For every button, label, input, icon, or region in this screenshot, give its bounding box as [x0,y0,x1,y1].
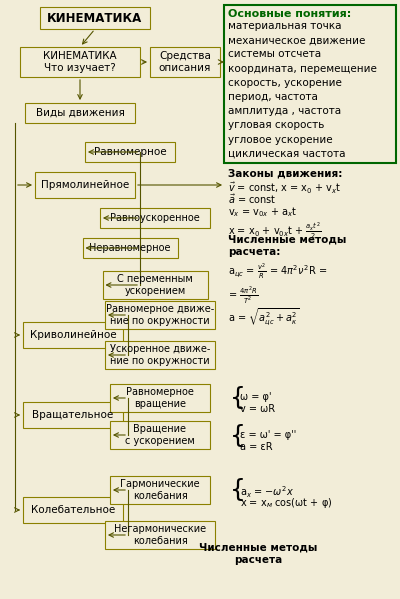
Text: скорость, ускорение: скорость, ускорение [228,78,342,88]
Text: Средства
описания: Средства описания [159,51,211,73]
Text: Ускоренное движе-
ние по окружности: Ускоренное движе- ние по окружности [110,344,210,366]
Text: расчета:: расчета: [228,247,280,257]
Text: КИНЕМАТИКА
Что изучает?: КИНЕМАТИКА Что изучает? [43,51,117,73]
Text: Неравномерное: Неравномерное [89,243,171,253]
Text: Численные методы
расчета: Численные методы расчета [199,543,317,565]
Text: Численные методы: Численные методы [228,235,346,245]
Text: циклическая частота: циклическая частота [228,149,346,159]
Text: Равноускоренное: Равноускоренное [110,213,200,223]
Bar [224,5,396,163]
Text: Вращательное: Вращательное [32,410,114,420]
Text: КИНЕМАТИКА: КИНЕМАТИКА [47,11,143,25]
Bar [105,341,215,369]
Text: v = ωR: v = ωR [240,404,275,414]
Text: Виды движения: Виды движения [36,108,124,118]
Bar [23,322,123,348]
Text: = $\frac{4\pi^2 R}{T^2}$: = $\frac{4\pi^2 R}{T^2}$ [228,285,258,306]
Text: $\vec{a}$ = const: $\vec{a}$ = const [228,193,276,207]
Bar [105,301,215,329]
Text: Равномерное
вращение: Равномерное вращение [126,387,194,409]
Bar [110,384,210,412]
Text: Гармонические
колебания: Гармонические колебания [120,479,200,501]
Text: a$_{цс}$ = $\frac{v^2}{R}$ = 4$\pi^2\nu^2$R =: a$_{цс}$ = $\frac{v^2}{R}$ = 4$\pi^2\nu^… [228,261,327,281]
Text: Основные понятия:: Основные понятия: [228,9,351,19]
Bar [40,7,150,29]
Text: {: { [230,478,246,502]
Text: угловое ускорение: угловое ускорение [228,135,333,144]
Text: Равномерное: Равномерное [94,147,166,157]
Bar [20,47,140,77]
Text: Вращение
с ускорением: Вращение с ускорением [125,424,195,446]
Bar [100,208,210,228]
Text: {: { [230,386,246,410]
Text: a = εR: a = εR [240,442,273,452]
Text: период, частота: период, частота [228,92,318,102]
Bar [35,172,135,198]
Bar [102,271,208,299]
Text: Криволинейное: Криволинейное [30,330,116,340]
Text: Прямолинейное: Прямолинейное [41,180,129,190]
Text: материальная точка: материальная точка [228,21,342,31]
Text: механическое движение: механическое движение [228,35,365,45]
Text: С переменным
ускорением: С переменным ускорением [117,274,193,296]
Bar [25,103,135,123]
Bar [85,142,175,162]
Text: $\vec{v}$ = const, x = x$_0$ + v$_x$t: $\vec{v}$ = const, x = x$_0$ + v$_x$t [228,181,342,196]
Bar [105,521,215,549]
Bar [23,402,123,428]
Text: a$_x$ = $-\omega^2 x$: a$_x$ = $-\omega^2 x$ [240,484,294,500]
Text: Негармонические
колебания: Негармонические колебания [114,524,206,546]
Text: a = $\sqrt{a^2_{цс} + a^2_{к}}$: a = $\sqrt{a^2_{цс} + a^2_{к}}$ [228,307,300,328]
Text: Колебательное: Колебательное [31,505,115,515]
Text: {: { [230,424,246,448]
Text: Равномерное движе-
ние по окружности: Равномерное движе- ние по окружности [106,304,214,326]
Bar [110,421,210,449]
Text: x = x$_0$ + v$_{0x}$t + $\frac{a_x t^2}{2}$: x = x$_0$ + v$_{0x}$t + $\frac{a_x t^2}{… [228,220,322,241]
Text: амплитуда , частота: амплитуда , частота [228,106,341,116]
Text: ε = ω' = φ'': ε = ω' = φ'' [240,430,296,440]
Text: системы отсчета: системы отсчета [228,49,321,59]
Text: x = x$_м$ cos(ωt + φ): x = x$_м$ cos(ωt + φ) [240,496,332,510]
Text: Законы движения:: Законы движения: [228,168,342,178]
Bar [150,47,220,77]
Text: v$_x$ = v$_{0x}$ + a$_x$t: v$_x$ = v$_{0x}$ + a$_x$t [228,205,298,219]
Text: угловая скорость: угловая скорость [228,120,324,131]
Bar [82,238,178,258]
Bar [110,476,210,504]
Text: координата, перемещение: координата, перемещение [228,63,377,74]
Bar [23,497,123,523]
Text: ω = φ': ω = φ' [240,392,272,402]
